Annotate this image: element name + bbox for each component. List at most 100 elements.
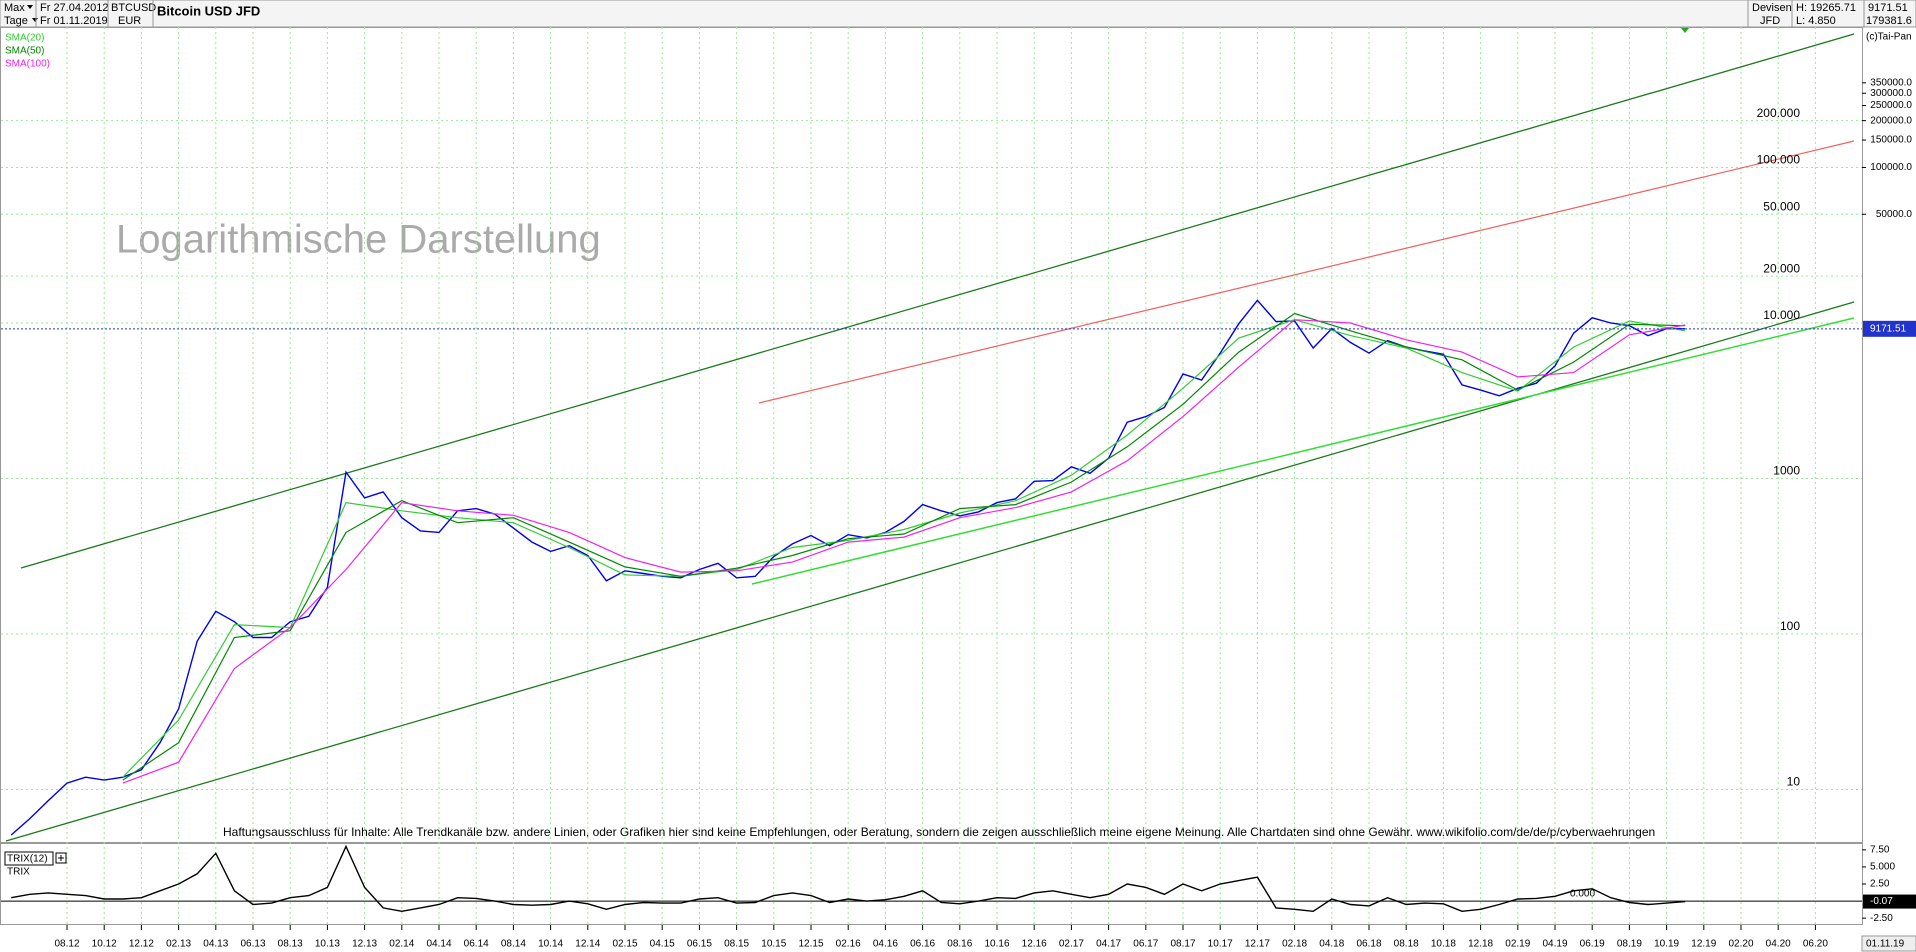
y-tick-label: 20.000 bbox=[1763, 261, 1800, 275]
x-tick-label: 12.18 bbox=[1468, 939, 1493, 950]
marks bbox=[10, 299, 1686, 913]
trix-title: TRIX(12) bbox=[7, 854, 48, 865]
instrument-title: Bitcoin USD JFD bbox=[157, 3, 260, 18]
current-trix-box bbox=[1863, 894, 1916, 909]
y-right-tick-label: 50000.0 bbox=[1876, 209, 1913, 220]
x-tick-label: 10.17 bbox=[1208, 939, 1233, 950]
current-price-label: 9171.51 bbox=[1870, 323, 1907, 334]
x-tick-label: 10.18 bbox=[1431, 939, 1456, 950]
price-frame bbox=[0, 27, 1863, 843]
y-tick-label: 200.000 bbox=[1757, 106, 1801, 120]
series-line bbox=[11, 844, 1686, 913]
x-tick-label: 02.20 bbox=[1728, 939, 1753, 950]
x-tick-label: 10.16 bbox=[984, 939, 1009, 950]
x-tick-label: 06.14 bbox=[464, 939, 489, 950]
current-price-box bbox=[1863, 320, 1916, 337]
y-right-tick-label: 250000.0 bbox=[1870, 100, 1912, 111]
trix-subtitle: TRIX bbox=[7, 867, 30, 878]
currency: EUR bbox=[118, 15, 141, 27]
end-date: 01.11.19 bbox=[1866, 939, 1905, 950]
x-tick-label: 10.13 bbox=[315, 939, 340, 950]
x-tick-label: 04.19 bbox=[1542, 939, 1567, 950]
y-tick-label: 100.000 bbox=[1757, 153, 1801, 167]
trend-channel-upper bbox=[20, 33, 1855, 569]
x-tick-label: 04.14 bbox=[426, 939, 451, 950]
y-tick-label: 1000 bbox=[1773, 464, 1800, 478]
y-right-tick-label: 350000.0 bbox=[1870, 77, 1912, 88]
x-tick-label: 12.19 bbox=[1691, 939, 1716, 950]
header-bar bbox=[0, 0, 1916, 28]
x-tick-label: 02.13 bbox=[166, 939, 191, 950]
x-tick-label: 04.17 bbox=[1096, 939, 1121, 950]
end-date-box bbox=[1861, 935, 1916, 952]
x-tick-label: 12.17 bbox=[1245, 939, 1270, 950]
dropdown-arrows bbox=[27, 5, 38, 22]
series-line bbox=[122, 319, 1686, 784]
add-indicator bbox=[55, 852, 67, 864]
y-right-tick-label: 300000.0 bbox=[1870, 88, 1912, 99]
x-tick-label: 02.15 bbox=[612, 939, 637, 950]
marker-triangle bbox=[1681, 28, 1689, 33]
x-tick-label: 08.14 bbox=[501, 939, 526, 950]
x-tick-label: 12.14 bbox=[575, 939, 600, 950]
x-tick-label: 06.18 bbox=[1356, 939, 1381, 950]
legend-entry: SMA(50) bbox=[5, 46, 44, 57]
zero-label: 0.000 bbox=[1570, 889, 1595, 900]
x-tick-label: 02.17 bbox=[1059, 939, 1084, 950]
x-tick-label: 06.16 bbox=[910, 939, 935, 950]
x-tick-label: 08.15 bbox=[724, 939, 749, 950]
x-tick-label: 04.15 bbox=[650, 939, 675, 950]
y-tick-label: 7.50 bbox=[1870, 844, 1890, 855]
high: H: 19265.71 bbox=[1796, 2, 1856, 14]
x-tick-label: 04.16 bbox=[873, 939, 898, 950]
y-tick-label: 10 bbox=[1787, 775, 1801, 789]
interval-select[interactable]: Tage bbox=[4, 15, 28, 27]
x-tick-label: 04.13 bbox=[203, 939, 228, 950]
x-tick-label: 08.19 bbox=[1617, 939, 1642, 950]
date-from: Fr 27.04.2012 bbox=[40, 2, 109, 14]
y-tick-label: 100 bbox=[1780, 619, 1800, 633]
low: L: 4.850 bbox=[1796, 15, 1836, 27]
x-tick-label: 12.16 bbox=[1022, 939, 1047, 950]
x-tick-label: 12.12 bbox=[129, 939, 154, 950]
x-tick-label: 08.18 bbox=[1394, 939, 1419, 950]
x-tick-label: 10.19 bbox=[1654, 939, 1679, 950]
series-line bbox=[122, 319, 1686, 778]
support-line bbox=[751, 317, 1855, 585]
y-right-tick-label: 200000.0 bbox=[1870, 115, 1912, 126]
x-tick-label: 10.15 bbox=[761, 939, 786, 950]
y-tick-label: 2.50 bbox=[1870, 879, 1890, 890]
x-tick-label: 12.13 bbox=[352, 939, 377, 950]
x-tick-label: 02.16 bbox=[836, 939, 861, 950]
x-tick-label: 06.13 bbox=[240, 939, 265, 950]
x-tick-label: 06.17 bbox=[1133, 939, 1158, 950]
disclaimer: Haftungsausschluss für Inhalte: Alle Tre… bbox=[223, 825, 1655, 839]
trend-line-red bbox=[758, 140, 1855, 404]
x-tick-label: 04.20 bbox=[1766, 939, 1791, 950]
current-trix-label: -0.07 bbox=[1870, 896, 1893, 907]
date-to: Fr 01.11.2019 bbox=[40, 15, 108, 27]
copyright: (c)Tai-Pan bbox=[1866, 32, 1912, 43]
y-right-tick-label: 150000.0 bbox=[1870, 135, 1912, 146]
x-tick-label: 10.14 bbox=[538, 939, 563, 950]
y-right-tick-label: 100000.0 bbox=[1870, 162, 1912, 173]
x-tick-label: 06.20 bbox=[1803, 939, 1828, 950]
trix-title-box bbox=[4, 851, 54, 866]
x-tick-label: 08.16 bbox=[947, 939, 972, 950]
symbol: BTCUSD bbox=[111, 2, 156, 14]
period-select[interactable]: Max bbox=[4, 2, 25, 14]
y-tick-label: 10.000 bbox=[1763, 308, 1800, 322]
legend-entry: SMA(20) bbox=[5, 33, 44, 44]
x-tick-label: 02.18 bbox=[1282, 939, 1307, 950]
broker: JFD bbox=[1760, 15, 1780, 27]
series-line bbox=[122, 312, 1686, 781]
x-tick-label: 02.19 bbox=[1505, 939, 1530, 950]
x-tick-label: 10.12 bbox=[92, 939, 117, 950]
x-tick-label: 08.17 bbox=[1170, 939, 1195, 950]
watermark: Logarithmische Darstellung bbox=[116, 218, 601, 262]
x-tick-label: 08.12 bbox=[54, 939, 79, 950]
x-tick-label: 06.19 bbox=[1580, 939, 1605, 950]
y-tick-label: 5.000 bbox=[1870, 862, 1895, 873]
